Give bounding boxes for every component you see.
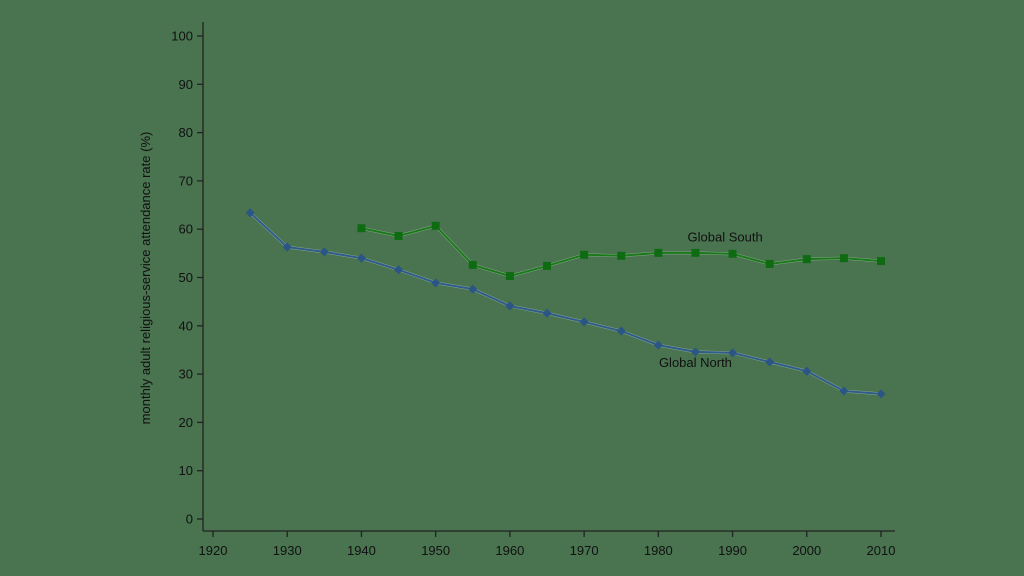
data-point: [617, 251, 626, 260]
data-point: [431, 278, 441, 288]
y-tick-label: 60: [179, 222, 193, 237]
data-point: [765, 357, 775, 367]
data-point: [505, 272, 514, 281]
data-point: [505, 301, 515, 311]
y-tick-label: 90: [179, 77, 193, 92]
x-tick-label: 1950: [421, 543, 450, 558]
series-global-north: Global North: [245, 208, 886, 399]
y-tick-label: 40: [179, 318, 193, 333]
y-axis: 0 10 20 30 40 50 60 70 80 90 100: [171, 22, 204, 531]
data-point: [580, 250, 589, 259]
x-tick-label: 2010: [867, 543, 896, 558]
y-tick-label: 20: [179, 415, 193, 430]
data-point: [394, 231, 403, 240]
data-point: [653, 340, 663, 350]
x-tick-label: 1930: [273, 543, 302, 558]
x-tick-label: 1970: [570, 543, 599, 558]
series-global-south: Global South: [357, 221, 885, 281]
data-point: [282, 242, 292, 252]
data-point: [245, 208, 255, 218]
y-tick-label: 100: [171, 29, 193, 44]
y-tick-label: 0: [186, 512, 193, 527]
data-point: [431, 221, 440, 230]
x-tick-label: 2000: [792, 543, 821, 558]
x-tick-label: 1990: [718, 543, 747, 558]
data-point: [728, 348, 738, 358]
data-point: [876, 389, 886, 399]
y-tick-label: 50: [179, 270, 193, 285]
y-axis-label: monthly adult religious-service attendan…: [138, 132, 153, 425]
y-tick-label: 70: [179, 173, 193, 188]
x-axis: 1920 1930 1940 1950 1960 1970 1980 1990 2000 2010: [199, 530, 896, 558]
series-label: Global North: [659, 355, 732, 370]
data-point: [654, 248, 663, 257]
data-point: [691, 248, 700, 257]
data-point: [579, 317, 589, 327]
data-point: [542, 308, 552, 318]
y-tick-label: 10: [179, 463, 193, 478]
y-tick-label: 80: [179, 125, 193, 140]
data-point: [728, 249, 737, 258]
data-point: [468, 284, 478, 294]
data-point: [802, 366, 812, 376]
data-point: [839, 386, 849, 396]
data-point: [839, 254, 848, 263]
data-point: [690, 347, 700, 357]
data-point: [468, 260, 477, 269]
x-tick-label: 1980: [644, 543, 673, 558]
y-tick-label: 30: [179, 367, 193, 382]
data-point: [357, 224, 366, 233]
series-layer: Global North Global South: [245, 208, 886, 399]
series-label: Global South: [688, 229, 763, 244]
data-point: [802, 255, 811, 264]
data-point: [319, 247, 329, 257]
data-point: [394, 265, 404, 275]
data-point: [765, 259, 774, 268]
x-tick-label: 1920: [199, 543, 228, 558]
data-point: [877, 257, 885, 266]
data-point: [356, 253, 366, 263]
x-tick-label: 1940: [347, 543, 376, 558]
x-tick-label: 1960: [495, 543, 524, 558]
data-point: [616, 326, 626, 336]
data-point: [543, 261, 551, 270]
